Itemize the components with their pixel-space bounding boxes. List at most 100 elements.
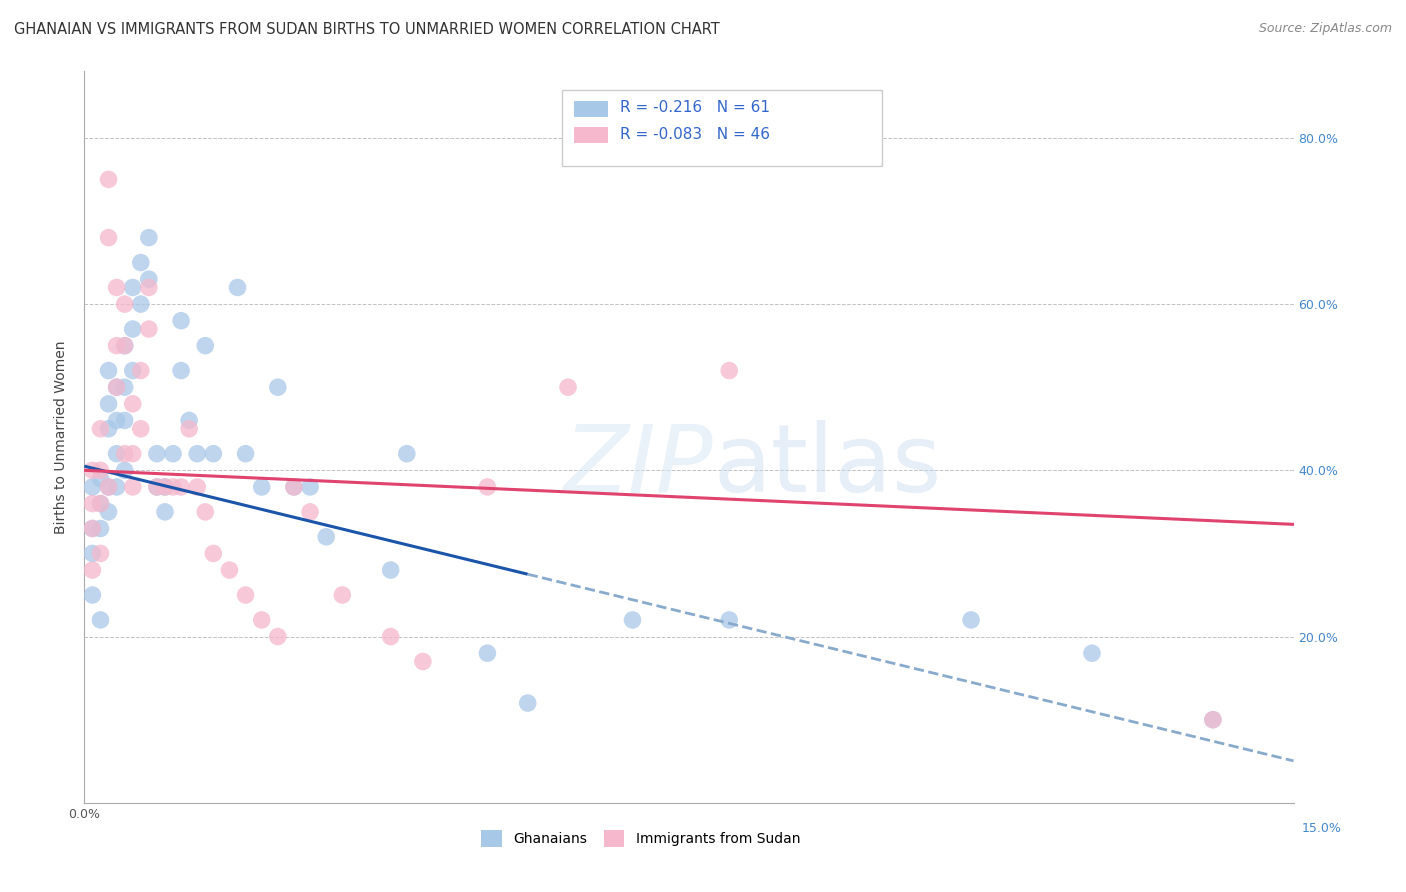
Point — [114, 380, 136, 394]
Point — [82, 463, 104, 477]
Point — [89, 546, 111, 560]
Y-axis label: Births to Unmarried Women: Births to Unmarried Women — [55, 341, 69, 533]
Point — [170, 314, 193, 328]
Point — [82, 546, 104, 560]
Text: atlas: atlas — [713, 420, 942, 512]
Point — [179, 413, 201, 427]
Point — [114, 447, 136, 461]
Point — [97, 363, 120, 377]
Point — [557, 380, 579, 394]
Point — [105, 380, 128, 394]
Point — [129, 255, 152, 269]
Point — [395, 447, 418, 461]
Point — [121, 480, 143, 494]
Point — [82, 480, 104, 494]
Point — [162, 447, 184, 461]
Point — [89, 422, 111, 436]
Point — [97, 230, 120, 244]
Point — [1202, 713, 1225, 727]
Point — [105, 380, 128, 394]
Point — [97, 480, 120, 494]
Point — [105, 447, 128, 461]
Point — [82, 521, 104, 535]
Point — [97, 505, 120, 519]
Point — [97, 172, 120, 186]
Point — [179, 422, 201, 436]
Point — [380, 630, 402, 644]
Point — [121, 280, 143, 294]
Point — [89, 463, 111, 477]
Point — [153, 505, 176, 519]
Point — [89, 472, 111, 486]
Point — [226, 280, 249, 294]
Point — [186, 447, 208, 461]
Point — [129, 297, 152, 311]
Point — [105, 338, 128, 352]
Point — [299, 480, 322, 494]
Point — [138, 322, 160, 336]
Point — [250, 480, 273, 494]
Point — [89, 497, 111, 511]
Point — [97, 422, 120, 436]
Text: GHANAIAN VS IMMIGRANTS FROM SUDAN BIRTHS TO UNMARRIED WOMEN CORRELATION CHART: GHANAIAN VS IMMIGRANTS FROM SUDAN BIRTHS… — [14, 22, 720, 37]
Point — [170, 480, 193, 494]
Point — [138, 230, 160, 244]
Point — [412, 655, 434, 669]
Point — [82, 497, 104, 511]
Point — [114, 463, 136, 477]
Point — [1081, 646, 1104, 660]
Point — [1202, 713, 1225, 727]
Point — [330, 588, 353, 602]
Point — [202, 546, 225, 560]
Point — [153, 480, 176, 494]
Point — [194, 338, 217, 352]
Point — [129, 422, 152, 436]
Point — [105, 280, 128, 294]
Point — [516, 696, 538, 710]
Text: 15.0%: 15.0% — [1302, 822, 1341, 835]
Point — [235, 447, 257, 461]
Point — [162, 480, 184, 494]
FancyBboxPatch shape — [562, 90, 883, 167]
Point — [97, 397, 120, 411]
Legend: Ghanaians, Immigrants from Sudan: Ghanaians, Immigrants from Sudan — [481, 830, 800, 847]
Point — [129, 363, 152, 377]
Point — [718, 613, 741, 627]
Point — [114, 297, 136, 311]
Point — [138, 280, 160, 294]
Point — [89, 521, 111, 535]
Text: R = -0.216   N = 61: R = -0.216 N = 61 — [620, 101, 770, 115]
Point — [477, 646, 499, 660]
Point — [114, 413, 136, 427]
Point — [194, 505, 217, 519]
Point — [105, 480, 128, 494]
Text: ZIP: ZIP — [564, 421, 713, 512]
Point — [299, 505, 322, 519]
Point — [218, 563, 240, 577]
Point — [267, 380, 290, 394]
Point — [82, 521, 104, 535]
Point — [170, 363, 193, 377]
Point — [267, 630, 290, 644]
Point — [121, 363, 143, 377]
Bar — [574, 101, 607, 117]
Point — [146, 480, 169, 494]
Point — [250, 613, 273, 627]
Point — [82, 588, 104, 602]
Point — [138, 272, 160, 286]
Point — [105, 413, 128, 427]
Point — [718, 363, 741, 377]
Point — [121, 397, 143, 411]
Point — [235, 588, 257, 602]
Point — [82, 563, 104, 577]
Point — [89, 497, 111, 511]
Point — [146, 480, 169, 494]
Point — [380, 563, 402, 577]
Point — [146, 447, 169, 461]
Point — [89, 613, 111, 627]
Bar — [574, 127, 607, 143]
Point — [121, 447, 143, 461]
Point — [283, 480, 305, 494]
Point — [114, 338, 136, 352]
Point — [202, 447, 225, 461]
